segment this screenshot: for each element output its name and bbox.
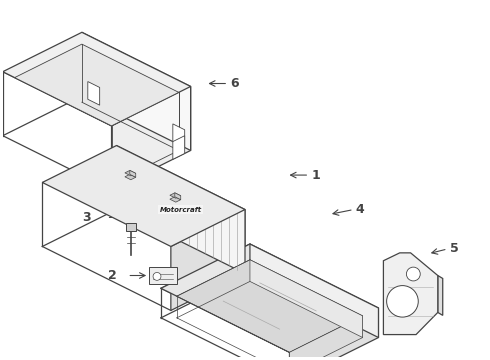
Polygon shape <box>290 308 378 360</box>
Polygon shape <box>170 193 181 198</box>
Circle shape <box>153 273 161 280</box>
Polygon shape <box>82 32 191 150</box>
Text: 5: 5 <box>450 242 459 255</box>
Polygon shape <box>117 145 245 274</box>
Polygon shape <box>88 82 99 105</box>
Circle shape <box>387 285 418 317</box>
Polygon shape <box>175 193 181 200</box>
Polygon shape <box>161 244 378 352</box>
Text: 6: 6 <box>230 77 239 90</box>
Polygon shape <box>130 170 136 177</box>
Polygon shape <box>42 145 245 247</box>
Polygon shape <box>250 260 363 338</box>
Polygon shape <box>15 44 179 126</box>
Polygon shape <box>125 174 136 180</box>
Polygon shape <box>3 32 191 126</box>
Text: 3: 3 <box>82 211 91 224</box>
Polygon shape <box>250 244 378 338</box>
Text: 4: 4 <box>356 203 365 216</box>
Polygon shape <box>149 267 177 284</box>
Polygon shape <box>170 197 181 202</box>
Polygon shape <box>112 86 191 190</box>
Text: 1: 1 <box>311 168 320 181</box>
Text: 2: 2 <box>108 269 116 282</box>
Polygon shape <box>383 253 438 334</box>
Polygon shape <box>171 210 245 310</box>
Polygon shape <box>173 136 185 159</box>
Text: Motorcraft: Motorcraft <box>160 207 202 212</box>
Polygon shape <box>290 316 363 360</box>
Polygon shape <box>177 263 184 284</box>
Circle shape <box>406 267 420 281</box>
Polygon shape <box>438 275 443 315</box>
Polygon shape <box>173 124 185 148</box>
Polygon shape <box>125 170 136 176</box>
Polygon shape <box>177 260 363 352</box>
Polygon shape <box>126 223 136 231</box>
